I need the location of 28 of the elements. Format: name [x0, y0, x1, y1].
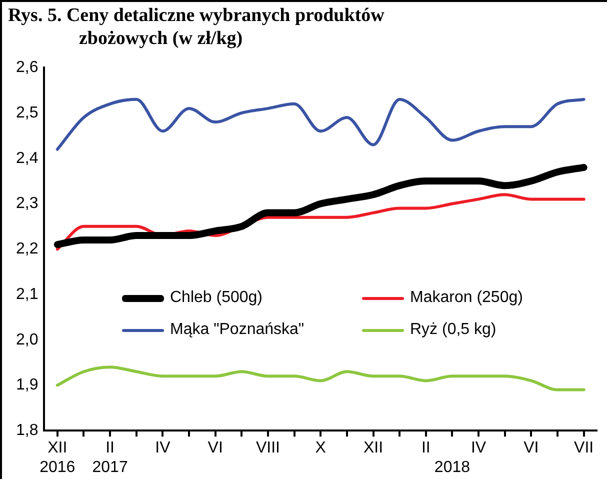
y-tick-label: 2,5: [16, 104, 38, 122]
x-tick-label: IV: [470, 440, 486, 457]
x-tick-label: 2018: [434, 458, 470, 476]
x-tick-label: XII 2016: [40, 440, 76, 476]
y-tick-label: 1,8: [16, 422, 38, 440]
x-tick-label: II 2017: [92, 440, 128, 476]
y-tick-label: 2,6: [16, 59, 38, 76]
legend-label: Makaron (250g): [410, 289, 523, 307]
x-tick-label: VII: [574, 440, 594, 457]
x-tick-label: VIII: [256, 440, 280, 457]
legend-label: Ryż (0,5 kg): [410, 321, 496, 339]
y-tick-label: 2,1: [16, 286, 38, 303]
y-tick-label: 2,3: [16, 195, 38, 212]
y-tick-label: 2,0: [16, 331, 38, 348]
x-tick-label: VI: [208, 440, 223, 457]
line-series: [56, 366, 586, 392]
chart-title: Rys. 5. Ceny detaliczne wybranych produktów zbożowych (w zł/kg): [8, 4, 384, 50]
x-tick-label: II: [421, 440, 430, 457]
x-tick-label: VI: [524, 440, 539, 457]
line-series: [56, 98, 586, 151]
y-tick-label: 2,4: [16, 150, 38, 167]
legend-label: Mąka "Poznańska": [170, 321, 304, 339]
legend-label: Chleb (500g): [170, 289, 262, 307]
y-tick-label: 1,9: [16, 376, 38, 394]
y-tick-label: 2,2: [16, 240, 38, 258]
x-tick-label: IV: [155, 440, 171, 457]
x-tick-label: X: [315, 440, 326, 457]
x-tick-label: XII: [363, 440, 384, 457]
